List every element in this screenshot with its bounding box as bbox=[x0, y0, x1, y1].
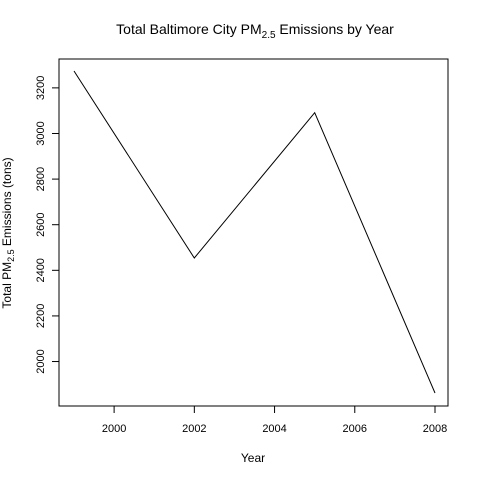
x-axis-label: Year bbox=[241, 451, 265, 465]
y-axis-label-subscript: 2.5 bbox=[6, 249, 16, 262]
y-tick-label: 2800 bbox=[35, 167, 47, 191]
x-tick-label: 2006 bbox=[343, 423, 367, 435]
x-tick-label: 2002 bbox=[182, 423, 206, 435]
y-tick-label: 3200 bbox=[35, 76, 47, 100]
y-tick-label: 2600 bbox=[35, 212, 47, 236]
chart-title: Total Baltimore City PM2.5 Emissions by … bbox=[116, 21, 394, 41]
x-tick-label: 2004 bbox=[262, 423, 286, 435]
plot-box bbox=[58, 58, 449, 407]
chart-title-suffix: Emissions by Year bbox=[276, 21, 395, 37]
x-axis: 2000 2002 2004 2006 2008 bbox=[102, 405, 447, 435]
y-axis-label: Total PM2.5 Emissions (tons) bbox=[0, 157, 16, 308]
chart-title-prefix: Total Baltimore City PM bbox=[116, 21, 261, 37]
y-axis: 2000 2200 2400 2600 2800 3000 3200 bbox=[35, 76, 60, 374]
y-tick-label: 2200 bbox=[35, 304, 47, 328]
y-tick-label: 3000 bbox=[35, 121, 47, 145]
y-axis-label-suffix: Emissions (tons) bbox=[0, 157, 14, 249]
chart-title-subscript: 2.5 bbox=[262, 30, 276, 41]
y-axis-label-prefix: Total PM bbox=[0, 262, 14, 309]
x-tick-label: 2008 bbox=[423, 423, 447, 435]
series-layer bbox=[73, 70, 436, 394]
series-line bbox=[73, 70, 436, 394]
y-tick-label: 2400 bbox=[35, 258, 47, 282]
x-tick-label: 2000 bbox=[102, 423, 126, 435]
y-tick-label: 2000 bbox=[35, 349, 47, 373]
